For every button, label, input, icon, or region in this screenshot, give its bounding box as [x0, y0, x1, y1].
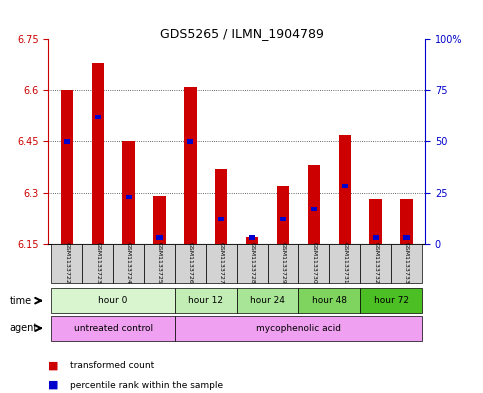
- Text: hour 0: hour 0: [99, 296, 128, 305]
- FancyBboxPatch shape: [298, 288, 360, 313]
- Bar: [153, 196, 166, 244]
- Bar: [341, 184, 348, 189]
- Bar: [95, 115, 101, 119]
- Bar: [400, 199, 412, 244]
- FancyBboxPatch shape: [237, 288, 298, 313]
- FancyBboxPatch shape: [298, 244, 329, 283]
- Text: transformed count: transformed count: [70, 361, 154, 370]
- FancyBboxPatch shape: [360, 288, 422, 313]
- Bar: [403, 235, 410, 240]
- Text: hour 12: hour 12: [188, 296, 223, 305]
- Bar: [372, 235, 379, 240]
- Bar: [64, 140, 70, 143]
- Text: mycophenolic acid: mycophenolic acid: [256, 324, 341, 332]
- Bar: [218, 217, 224, 221]
- Bar: [122, 141, 135, 244]
- Bar: [246, 237, 258, 244]
- Bar: [187, 140, 193, 143]
- Text: GSM1133731: GSM1133731: [342, 242, 347, 284]
- Text: percentile rank within the sample: percentile rank within the sample: [70, 381, 223, 389]
- FancyBboxPatch shape: [175, 288, 237, 313]
- Text: GSM1133725: GSM1133725: [157, 242, 162, 284]
- Bar: [92, 63, 104, 244]
- Bar: [280, 217, 286, 221]
- Bar: [249, 235, 255, 240]
- Text: hour 72: hour 72: [373, 296, 409, 305]
- Text: ■: ■: [48, 380, 59, 390]
- Bar: [277, 186, 289, 244]
- Bar: [184, 87, 197, 244]
- Bar: [339, 135, 351, 244]
- Text: hour 48: hour 48: [312, 296, 347, 305]
- Text: GDS5265 / ILMN_1904789: GDS5265 / ILMN_1904789: [159, 28, 324, 40]
- Bar: [156, 235, 163, 240]
- FancyBboxPatch shape: [51, 316, 175, 340]
- Text: GSM1133728: GSM1133728: [250, 242, 255, 284]
- FancyBboxPatch shape: [237, 244, 268, 283]
- FancyBboxPatch shape: [51, 288, 175, 313]
- Text: GSM1133730: GSM1133730: [312, 242, 316, 284]
- Bar: [126, 195, 132, 199]
- Bar: [61, 90, 73, 244]
- FancyBboxPatch shape: [175, 244, 206, 283]
- FancyBboxPatch shape: [360, 244, 391, 283]
- FancyBboxPatch shape: [268, 244, 298, 283]
- FancyBboxPatch shape: [206, 244, 237, 283]
- Text: GSM1133722: GSM1133722: [64, 242, 70, 284]
- Text: GSM1133732: GSM1133732: [373, 242, 378, 284]
- Text: untreated control: untreated control: [73, 324, 153, 332]
- Bar: [311, 207, 317, 211]
- Text: hour 24: hour 24: [250, 296, 285, 305]
- Bar: [215, 169, 227, 244]
- FancyBboxPatch shape: [113, 244, 144, 283]
- FancyBboxPatch shape: [144, 244, 175, 283]
- Text: GSM1133724: GSM1133724: [126, 242, 131, 284]
- FancyBboxPatch shape: [82, 244, 113, 283]
- Text: time: time: [10, 296, 32, 306]
- Text: agent: agent: [10, 323, 38, 333]
- Bar: [308, 165, 320, 244]
- FancyBboxPatch shape: [329, 244, 360, 283]
- FancyBboxPatch shape: [391, 244, 422, 283]
- Text: GSM1133726: GSM1133726: [188, 242, 193, 284]
- Text: GSM1133723: GSM1133723: [95, 242, 100, 284]
- Text: GSM1133727: GSM1133727: [219, 242, 224, 284]
- Text: ■: ■: [48, 360, 59, 371]
- Text: GSM1133729: GSM1133729: [281, 242, 285, 284]
- FancyBboxPatch shape: [175, 316, 422, 340]
- Text: GSM1133733: GSM1133733: [404, 242, 409, 284]
- Bar: [369, 199, 382, 244]
- FancyBboxPatch shape: [51, 244, 82, 283]
